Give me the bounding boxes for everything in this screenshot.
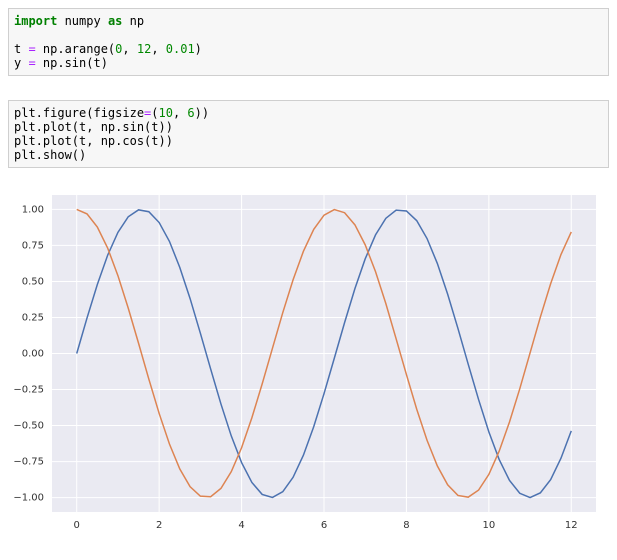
x-tick-label: 12	[565, 520, 578, 531]
code-line: y = np.sin(t)	[14, 56, 603, 70]
line-series	[76, 209, 572, 499]
code-cell[interactable]: import numpy as np t = np.arange(0, 12, 0…	[8, 8, 609, 76]
code-token: 10	[158, 106, 173, 120]
code-token: np.arange(	[35, 42, 116, 56]
code-token: np	[122, 14, 145, 28]
y-tick-label: −1.00	[13, 493, 44, 504]
x-tick-label: 10	[482, 520, 495, 531]
code-token: =	[28, 56, 36, 70]
line-series	[76, 208, 572, 498]
code-token: as	[107, 14, 123, 28]
code-line: plt.figure(figsize=(10, 6))	[14, 106, 603, 120]
code-line	[14, 28, 603, 42]
code-token: y	[14, 56, 29, 70]
code-token: )	[194, 42, 202, 56]
code-token: ,	[151, 42, 166, 56]
y-tick-label: 0.75	[22, 240, 44, 251]
chart: 0 2 4 6 8 10 12 −1.00 −0.75 −0.50 −0.25 0.00 0.25 0.5…	[13, 195, 596, 531]
code-token: t	[14, 42, 29, 56]
code-token: ,	[122, 42, 137, 56]
code-line: plt.plot(t, np.cos(t))	[14, 134, 603, 148]
code-token: import	[14, 14, 58, 28]
code-token: ,	[172, 106, 188, 120]
code-token: plt.plot(t, np.cos(t))	[14, 134, 173, 148]
x-tick-label: 2	[156, 520, 162, 531]
code-token: plt.show()	[14, 148, 87, 162]
code-token: =	[144, 106, 152, 120]
code-token: numpy	[57, 14, 108, 28]
y-tick-label: −0.25	[13, 385, 44, 396]
y-tick-label: −0.50	[13, 421, 44, 432]
y-tick-label: 0.00	[22, 349, 44, 360]
code-token: np.sin(t)	[35, 56, 108, 70]
code-token: 12	[136, 42, 152, 56]
code-token: 6	[187, 106, 195, 120]
code-line: t = np.arange(0, 12, 0.01)	[14, 42, 603, 56]
code-line: plt.plot(t, np.sin(t))	[14, 120, 603, 134]
code-line: plt.show()	[14, 148, 603, 162]
code-token: 0.01	[165, 42, 195, 56]
code-token: 0	[115, 42, 123, 56]
code-token: plt.plot(t, np.sin(t))	[14, 120, 173, 134]
code-token: =	[28, 42, 36, 56]
code-cell[interactable]: plt.figure(figsize=(10, 6)) plt.plot(t, n…	[8, 100, 609, 168]
code-token: plt.figure(figsize	[14, 106, 145, 120]
code-token: (	[151, 106, 159, 120]
x-tick-label: 8	[403, 520, 409, 531]
y-tick-label: 0.25	[22, 312, 44, 323]
y-tick-label: 0.50	[22, 276, 44, 287]
x-tick-label: 0	[74, 520, 80, 531]
x-tick-label: 4	[238, 520, 244, 531]
y-tick-label: 1.00	[22, 204, 44, 215]
y-tick-label: −0.75	[13, 457, 44, 468]
x-tick-label: 6	[321, 520, 327, 531]
code-token: ))	[194, 106, 210, 120]
code-line: import numpy as np	[14, 14, 603, 28]
